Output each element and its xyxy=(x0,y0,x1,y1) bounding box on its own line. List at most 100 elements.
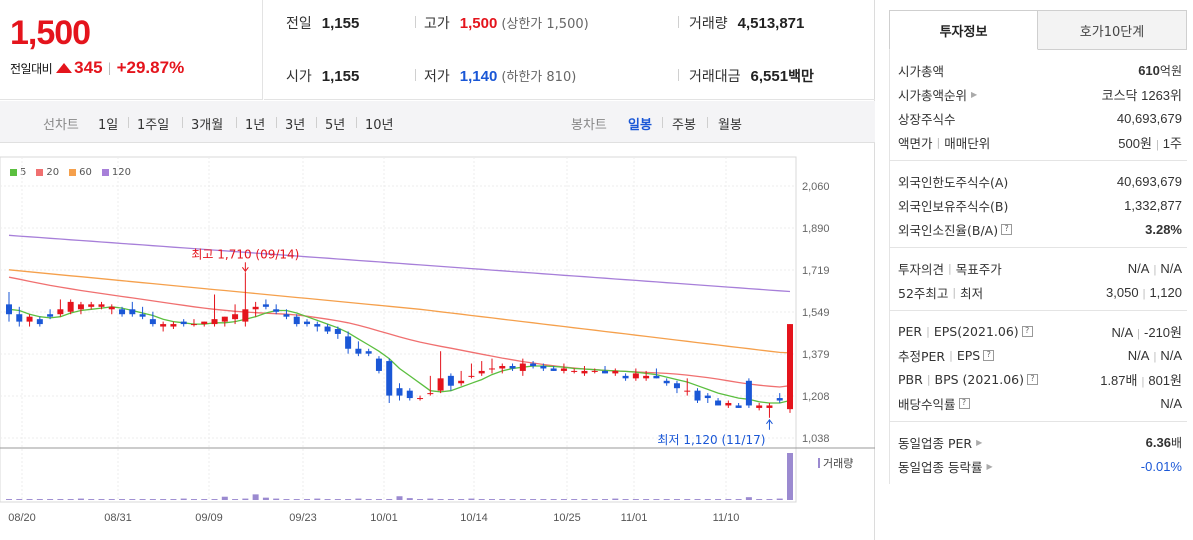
candle-body xyxy=(509,366,516,369)
volume-label: 거래량 xyxy=(823,457,853,470)
period-10y[interactable]: 10년 xyxy=(365,118,394,133)
stat-label: 거래량 xyxy=(689,16,728,32)
help-icon[interactable]: ? xyxy=(1027,373,1038,385)
candle-body xyxy=(129,309,136,315)
volume-bar xyxy=(262,497,269,500)
chart-toolbar: 선차트 1일 1주일 3개월 1년 3년 5년 10년 봉차트 일봉 주봉 월봉 xyxy=(0,101,875,143)
volume-bar xyxy=(406,498,413,500)
period-1w[interactable]: 1주일 xyxy=(137,118,170,133)
volume-bar xyxy=(221,496,228,500)
candle-daily[interactable]: 일봉 xyxy=(628,118,652,133)
divider xyxy=(182,117,183,128)
info-value: 500원 | 1주 xyxy=(1118,135,1182,151)
candle-body xyxy=(386,361,393,396)
candle-body xyxy=(324,326,331,332)
stat-open: 시가 1,155 xyxy=(286,66,359,86)
chart-canvas[interactable]: 2,060 1,890 1,719 1,549 1,379 1,208 1,038 08/20… xyxy=(0,143,875,540)
volume-bar xyxy=(509,499,516,500)
help-icon[interactable]: ? xyxy=(1001,223,1013,235)
volume-bar xyxy=(540,499,547,500)
candle-body xyxy=(602,370,609,374)
ma5-line xyxy=(8,306,791,404)
volume-bar xyxy=(160,499,167,500)
candle-body xyxy=(715,400,722,406)
period-3m[interactable]: 3개월 xyxy=(191,118,224,133)
volume-bar xyxy=(77,498,84,500)
ma60-line xyxy=(8,269,791,354)
info-group-valuation: PER | EPS(2021.06)? N/A | -210원 추정PER | EPS? N… xyxy=(890,311,1187,422)
change-percent: +29.87% xyxy=(116,58,185,77)
volume-bar xyxy=(787,453,793,500)
help-icon[interactable]: ? xyxy=(1021,325,1033,337)
candle-body xyxy=(221,316,228,322)
volume-bar xyxy=(201,499,208,500)
info-value: 40,693,679 xyxy=(1116,173,1182,189)
divider xyxy=(678,16,679,28)
info-row: 시가총액 610억원 xyxy=(890,58,1187,82)
stat-value: 6,551 xyxy=(750,68,789,85)
candle-body xyxy=(211,319,218,325)
info-value: N/A | N/A xyxy=(1127,260,1182,276)
info-group-foreign: 외국인한도주식수(A) 40,693,679 외국인보유주식수(B) 1,332… xyxy=(890,161,1187,248)
candle-body xyxy=(458,380,465,384)
volume-bar xyxy=(602,499,609,500)
stat-label: 시가 xyxy=(286,69,312,85)
low-arrow-head xyxy=(766,418,773,425)
candle-body xyxy=(180,321,187,325)
volume-bar xyxy=(334,499,341,500)
tab-investment-info[interactable]: 투자정보 xyxy=(889,10,1038,50)
info-value: 3.28% xyxy=(1145,221,1182,237)
period-1d[interactable]: 1일 xyxy=(98,118,119,133)
candle-body xyxy=(345,336,352,349)
info-label: 외국인한도주식수(A) xyxy=(898,174,1009,190)
volume-bar xyxy=(715,499,722,500)
divider: | xyxy=(107,61,112,75)
line-chart-label: 선차트 xyxy=(43,118,79,133)
stat-prev: 전일 1,155 xyxy=(286,13,359,33)
candle-body xyxy=(334,329,341,334)
info-label[interactable]: 동일업종 PER ▶ xyxy=(898,435,983,451)
info-label[interactable]: 동일업종 등락률 ▶ xyxy=(898,459,993,475)
candle-body xyxy=(622,375,629,379)
info-row: PBR | BPS (2021.06)? 1.87배 | 801원 xyxy=(890,367,1187,391)
candle-body xyxy=(776,398,783,401)
candle-body xyxy=(725,402,732,406)
volume-bar xyxy=(427,498,434,500)
volume-bar xyxy=(345,499,352,500)
candle-weekly[interactable]: 주봉 xyxy=(672,118,696,133)
period-3y[interactable]: 3년 xyxy=(285,118,306,133)
stat-value: 1,500 xyxy=(459,15,498,32)
info-label[interactable]: 시가총액순위 ▶ xyxy=(898,87,978,103)
candle-body xyxy=(119,309,126,315)
divider xyxy=(415,16,416,28)
info-label: 시가총액 xyxy=(898,63,945,79)
y-tick-label: 1,208 xyxy=(802,391,830,403)
info-row: 상장주식수 40,693,679 xyxy=(890,106,1187,130)
volume-bar xyxy=(36,499,43,500)
volume-bar xyxy=(499,499,506,500)
tab-order-book[interactable]: 호가10단계 xyxy=(1038,10,1187,50)
candle-body xyxy=(149,319,156,325)
investment-info-panel: 투자정보 호가10단계 시가총액 610억원 시가총액순위 ▶ 코스닥 1263위… xyxy=(889,10,1187,540)
volume-bar xyxy=(170,499,177,500)
help-icon[interactable]: ? xyxy=(958,397,970,409)
up-arrow-icon xyxy=(56,63,73,73)
info-label: 배당수익률? xyxy=(898,394,970,413)
stat-value: 4,513,871 xyxy=(737,15,805,32)
chart-frame xyxy=(0,156,797,503)
x-tick-label: 10/25 xyxy=(553,512,581,524)
volume-bar xyxy=(673,499,680,500)
candle-body xyxy=(375,358,382,371)
info-row: 투자의견 | 목표주가 N/A | N/A xyxy=(890,256,1187,280)
candle-body xyxy=(673,383,680,389)
candle-monthly[interactable]: 월봉 xyxy=(718,118,742,133)
candle-body xyxy=(499,366,506,369)
volume-bar xyxy=(98,499,105,500)
period-1y[interactable]: 1년 xyxy=(245,118,266,133)
stat-label: 거래대금 xyxy=(689,69,741,85)
stat-label: 고가 xyxy=(424,16,450,32)
help-icon[interactable]: ? xyxy=(983,349,995,361)
info-value: 3,050 | 1,120 xyxy=(1106,284,1182,300)
x-tick-label: 09/23 xyxy=(289,512,317,524)
period-5y[interactable]: 5년 xyxy=(325,118,346,133)
